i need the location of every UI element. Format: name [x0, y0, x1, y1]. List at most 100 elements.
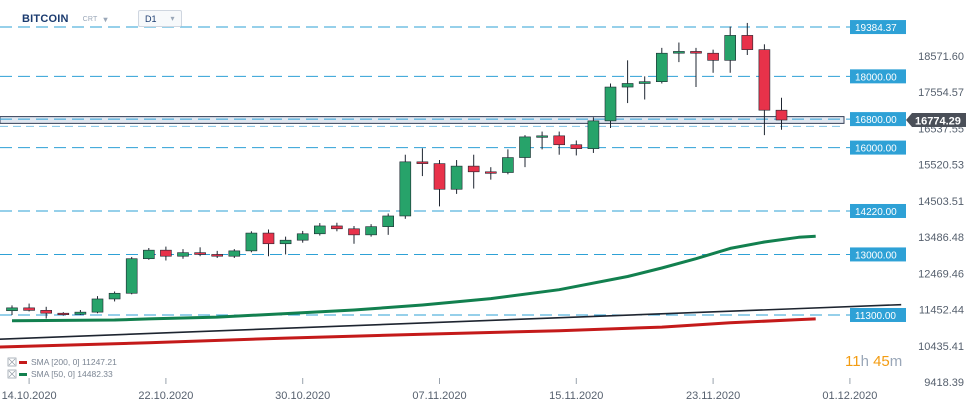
current-price-tag [906, 113, 966, 128]
candle [313, 223, 326, 236]
candle [57, 312, 70, 316]
candle-body [741, 35, 754, 50]
candle [519, 135, 531, 168]
candle [262, 229, 275, 257]
level-label-box [850, 307, 906, 322]
level-label-box [850, 69, 906, 84]
y-tick-label: 11452.44 [919, 305, 964, 317]
x-tick-label: 07.11.2020 [412, 390, 466, 402]
timeframe-value: D1 [145, 13, 157, 24]
candle-body [108, 292, 121, 300]
candle-body [433, 163, 446, 190]
candle-body [450, 165, 463, 190]
candle [741, 22, 754, 55]
candle-body [570, 144, 583, 149]
x-tick-label: 15.11.2020 [549, 390, 603, 402]
candle-body [365, 226, 377, 236]
candle [331, 222, 343, 232]
candle [91, 296, 104, 314]
candle-body [91, 298, 104, 313]
candle [228, 249, 241, 258]
candle-body [57, 312, 70, 316]
legend-swatch [19, 361, 27, 364]
legend-checkbox-mark [8, 370, 16, 378]
symbol-name: BITCOIN [22, 13, 69, 25]
candle-body [125, 258, 138, 294]
candle-body [621, 83, 634, 88]
candle-body [211, 254, 223, 257]
candle [177, 249, 189, 259]
candle [365, 224, 377, 237]
current-price-label: 16774.29 [915, 116, 961, 128]
level-label: 14220.00 [855, 207, 897, 218]
candle-body [6, 307, 18, 312]
candle-body [74, 311, 87, 315]
legend-checkbox-mark [8, 358, 16, 366]
candle [724, 26, 737, 73]
timeframe-selector[interactable]: D1 ▾ [138, 10, 182, 27]
candle-body [40, 310, 53, 314]
candle [467, 154, 480, 189]
candle [758, 44, 771, 136]
level-label: 16000.00 [855, 144, 897, 155]
level-label-box [850, 20, 906, 35]
support-zone [0, 116, 845, 124]
level-label: 11300.00 [855, 311, 896, 322]
candle-body [160, 249, 172, 257]
chevron-down-icon: ▾ [103, 14, 108, 24]
symbol-type: CRT [82, 15, 98, 23]
countdown-hours-unit: h [860, 353, 869, 370]
candle-body [638, 81, 651, 84]
candle-body [467, 165, 480, 173]
candle-body [331, 225, 343, 230]
level-label: 18000.00 [855, 72, 897, 83]
candle [433, 160, 446, 207]
candle-body [143, 249, 155, 260]
legend-label: SMA [50, 0] 14482.33 [31, 369, 113, 379]
y-tick-label: 18571.60 [918, 51, 964, 63]
level-label-box [850, 247, 906, 262]
symbol-selector[interactable]: BITCOIN CRT ▾ [22, 10, 108, 28]
candle-body [690, 51, 702, 54]
legend-label: SMA [200, 0] 11247.21 [31, 357, 117, 367]
candle-body [23, 307, 35, 311]
x-tick-label: 30.10.2020 [275, 390, 330, 402]
candle-body [245, 232, 258, 252]
y-tick-label: 17554.57 [918, 87, 964, 99]
legend-entry: SMA [200, 0] 11247.21 [7, 357, 117, 367]
candle [125, 256, 138, 295]
legend-swatch [19, 373, 27, 376]
candle-body [313, 225, 326, 235]
countdown-minutes-unit: m [889, 353, 903, 370]
candle [553, 131, 566, 155]
candle-body [553, 135, 566, 146]
legend-entry: SMA [50, 0] 14482.33 [7, 369, 113, 379]
x-tick-label: 14.10.2020 [2, 390, 57, 402]
candle [245, 231, 258, 253]
candle [587, 117, 600, 153]
candle [399, 154, 412, 219]
candle-body [673, 51, 685, 54]
candle-body [382, 215, 395, 227]
candle [621, 60, 634, 104]
y-tick-label: 15520.53 [918, 160, 964, 172]
level-label: 19384.37 [855, 23, 897, 34]
candle-body [177, 252, 189, 257]
chevron-down-icon: ▾ [170, 14, 175, 23]
candle-body [296, 233, 309, 241]
sma-50-line [11, 234, 816, 323]
candle [348, 225, 360, 244]
level-label-box [850, 140, 906, 155]
candle-body [655, 52, 668, 83]
level-label: 13000.00 [855, 250, 897, 261]
candle [638, 76, 651, 100]
candle [775, 97, 788, 130]
x-tick-label: 01.12.2020 [822, 390, 877, 402]
candle [160, 246, 172, 261]
candle [655, 47, 668, 84]
candle [74, 309, 87, 315]
candle [279, 236, 292, 255]
candle [143, 248, 155, 260]
